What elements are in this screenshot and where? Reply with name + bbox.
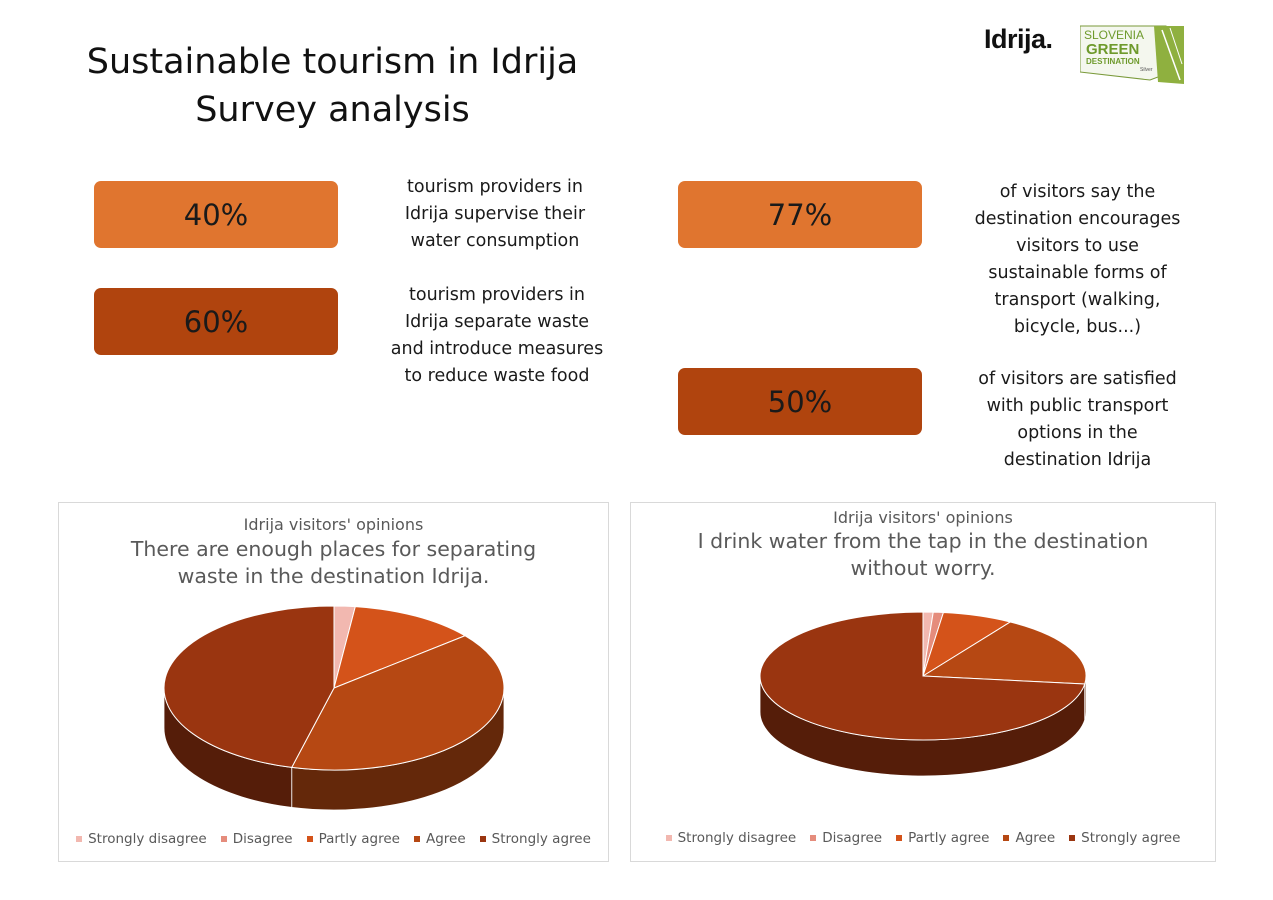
pie-chart-svg bbox=[759, 611, 1087, 777]
legend-swatch bbox=[810, 835, 817, 841]
stat-text-line: tourism providers in bbox=[409, 285, 585, 305]
legend-item: Partly agree bbox=[896, 830, 989, 846]
stat-text-line: of visitors say the bbox=[999, 182, 1156, 202]
stat-text-line: bicycle, bus...) bbox=[1013, 317, 1142, 337]
stat-text-line: transport (walking, bbox=[994, 290, 1161, 310]
legend-item: Agree bbox=[413, 831, 466, 847]
legend-label: Strongly disagree bbox=[88, 831, 207, 847]
legend-item: Strongly disagree bbox=[665, 830, 797, 846]
chart-legend: Strongly disagree Disagree Partly agree … bbox=[631, 830, 1215, 846]
stat-text-line: destination encourages bbox=[974, 209, 1181, 229]
chart-legend: Strongly disagree Disagree Partly agree … bbox=[59, 831, 608, 847]
legend-swatch bbox=[479, 836, 486, 842]
legend-item: Partly agree bbox=[306, 831, 400, 847]
legend-swatch bbox=[413, 836, 420, 842]
stat-text-line: destination Idrija bbox=[1003, 450, 1152, 470]
slovenia-green-logo: SLOVENIA GREEN DESTINATION Silver bbox=[1080, 25, 1184, 84]
chart-title: There are enough places for separating w… bbox=[59, 536, 608, 590]
legend-swatch bbox=[220, 836, 227, 842]
legend-label: Strongly disagree bbox=[677, 830, 797, 846]
pie-slice-agree bbox=[290, 635, 505, 771]
legend-swatch bbox=[1003, 835, 1010, 841]
stat-text-line: Idrija supervise their bbox=[404, 204, 586, 224]
stat-text-line: and introduce measures bbox=[390, 339, 604, 359]
stat-text-public-transport: of visitors are satisfied with public tr… bbox=[940, 366, 1215, 474]
stat-text-line: options in the bbox=[1017, 423, 1138, 443]
chart-subtitle: Idrija visitors' opinions bbox=[243, 515, 424, 534]
stat-text-line: visitors to use bbox=[1016, 236, 1139, 256]
stat-text-line: water consumption bbox=[410, 231, 580, 251]
stat-text-transport: of visitors say the destination encourag… bbox=[940, 179, 1215, 341]
stat-text-line: tourism providers in bbox=[407, 177, 583, 197]
legend-label: Partly agree bbox=[908, 830, 990, 846]
logo-text-destination: DESTINATION bbox=[1086, 57, 1140, 66]
pie-slice-agree bbox=[921, 621, 1087, 685]
stat-text-line: to reduce waste food bbox=[404, 366, 590, 386]
legend-label: Strongly agree bbox=[491, 831, 591, 847]
title-line-2: Survey analysis bbox=[195, 90, 470, 130]
legend-swatch bbox=[76, 836, 83, 842]
chart-subtitle: Idrija visitors' opinions bbox=[833, 508, 1013, 527]
legend-item: Disagree bbox=[220, 831, 293, 847]
legend-label: Agree bbox=[1015, 830, 1056, 846]
chart-waste-separation: Idrija visitors' opinions There are enou… bbox=[58, 502, 609, 862]
page-title: Sustainable tourism in Idrija Survey ana… bbox=[60, 38, 605, 134]
chart-title-line: without worry. bbox=[850, 556, 996, 580]
stat-box-waste: 60% bbox=[94, 288, 338, 355]
legend-label: Strongly agree bbox=[1081, 830, 1181, 846]
title-line-1: Sustainable tourism in Idrija bbox=[86, 42, 579, 82]
legend-item: Agree bbox=[1003, 830, 1055, 846]
stat-box-public-transport: 50% bbox=[678, 368, 922, 435]
chart-title: I drink water from the tap in the destin… bbox=[631, 528, 1215, 582]
legend-label: Agree bbox=[425, 831, 466, 847]
pie-slice-strongly-agree bbox=[759, 611, 1086, 741]
logo-text-green: GREEN bbox=[1086, 41, 1139, 58]
stat-text-line: sustainable forms of bbox=[988, 263, 1167, 283]
stat-box-transport: 77% bbox=[678, 181, 922, 248]
stat-text-water: tourism providers in Idrija supervise th… bbox=[360, 174, 630, 255]
chart-title-line: There are enough places for separating bbox=[130, 537, 537, 561]
legend-item: Strongly agree bbox=[1069, 830, 1180, 846]
legend-swatch bbox=[896, 835, 903, 841]
legend-swatch bbox=[306, 836, 313, 842]
legend-item: Strongly agree bbox=[479, 831, 591, 847]
logo-text-slovenia: SLOVENIA bbox=[1084, 28, 1144, 42]
chart-title-line: waste in the destination Idrija. bbox=[177, 564, 490, 588]
pie-slice-strongly-agree bbox=[163, 605, 335, 768]
stat-text-line: Idrija separate waste bbox=[404, 312, 590, 332]
legend-label: Disagree bbox=[822, 830, 883, 846]
legend-swatch bbox=[1069, 835, 1076, 841]
stat-text-line: of visitors are satisfied bbox=[978, 369, 1177, 389]
pie-slice-partly-agree bbox=[333, 606, 467, 689]
stat-text-waste: tourism providers in Idrija separate was… bbox=[360, 282, 634, 390]
legend-label: Disagree bbox=[232, 831, 293, 847]
idrija-logo: Idrija. bbox=[984, 24, 1053, 54]
chart-tap-water: Idrija visitors' opinions I drink water … bbox=[630, 502, 1216, 862]
pie-chart-svg bbox=[163, 605, 505, 811]
legend-item: Strongly disagree bbox=[76, 831, 207, 847]
stat-text-line: with public transport bbox=[986, 396, 1169, 416]
chart-title-line: I drink water from the tap in the destin… bbox=[697, 529, 1149, 553]
logo-text-silver: Silver bbox=[1140, 67, 1153, 73]
legend-item: Disagree bbox=[810, 830, 882, 846]
legend-swatch bbox=[665, 835, 672, 841]
legend-label: Partly agree bbox=[318, 831, 400, 847]
stat-box-water: 40% bbox=[94, 181, 338, 248]
